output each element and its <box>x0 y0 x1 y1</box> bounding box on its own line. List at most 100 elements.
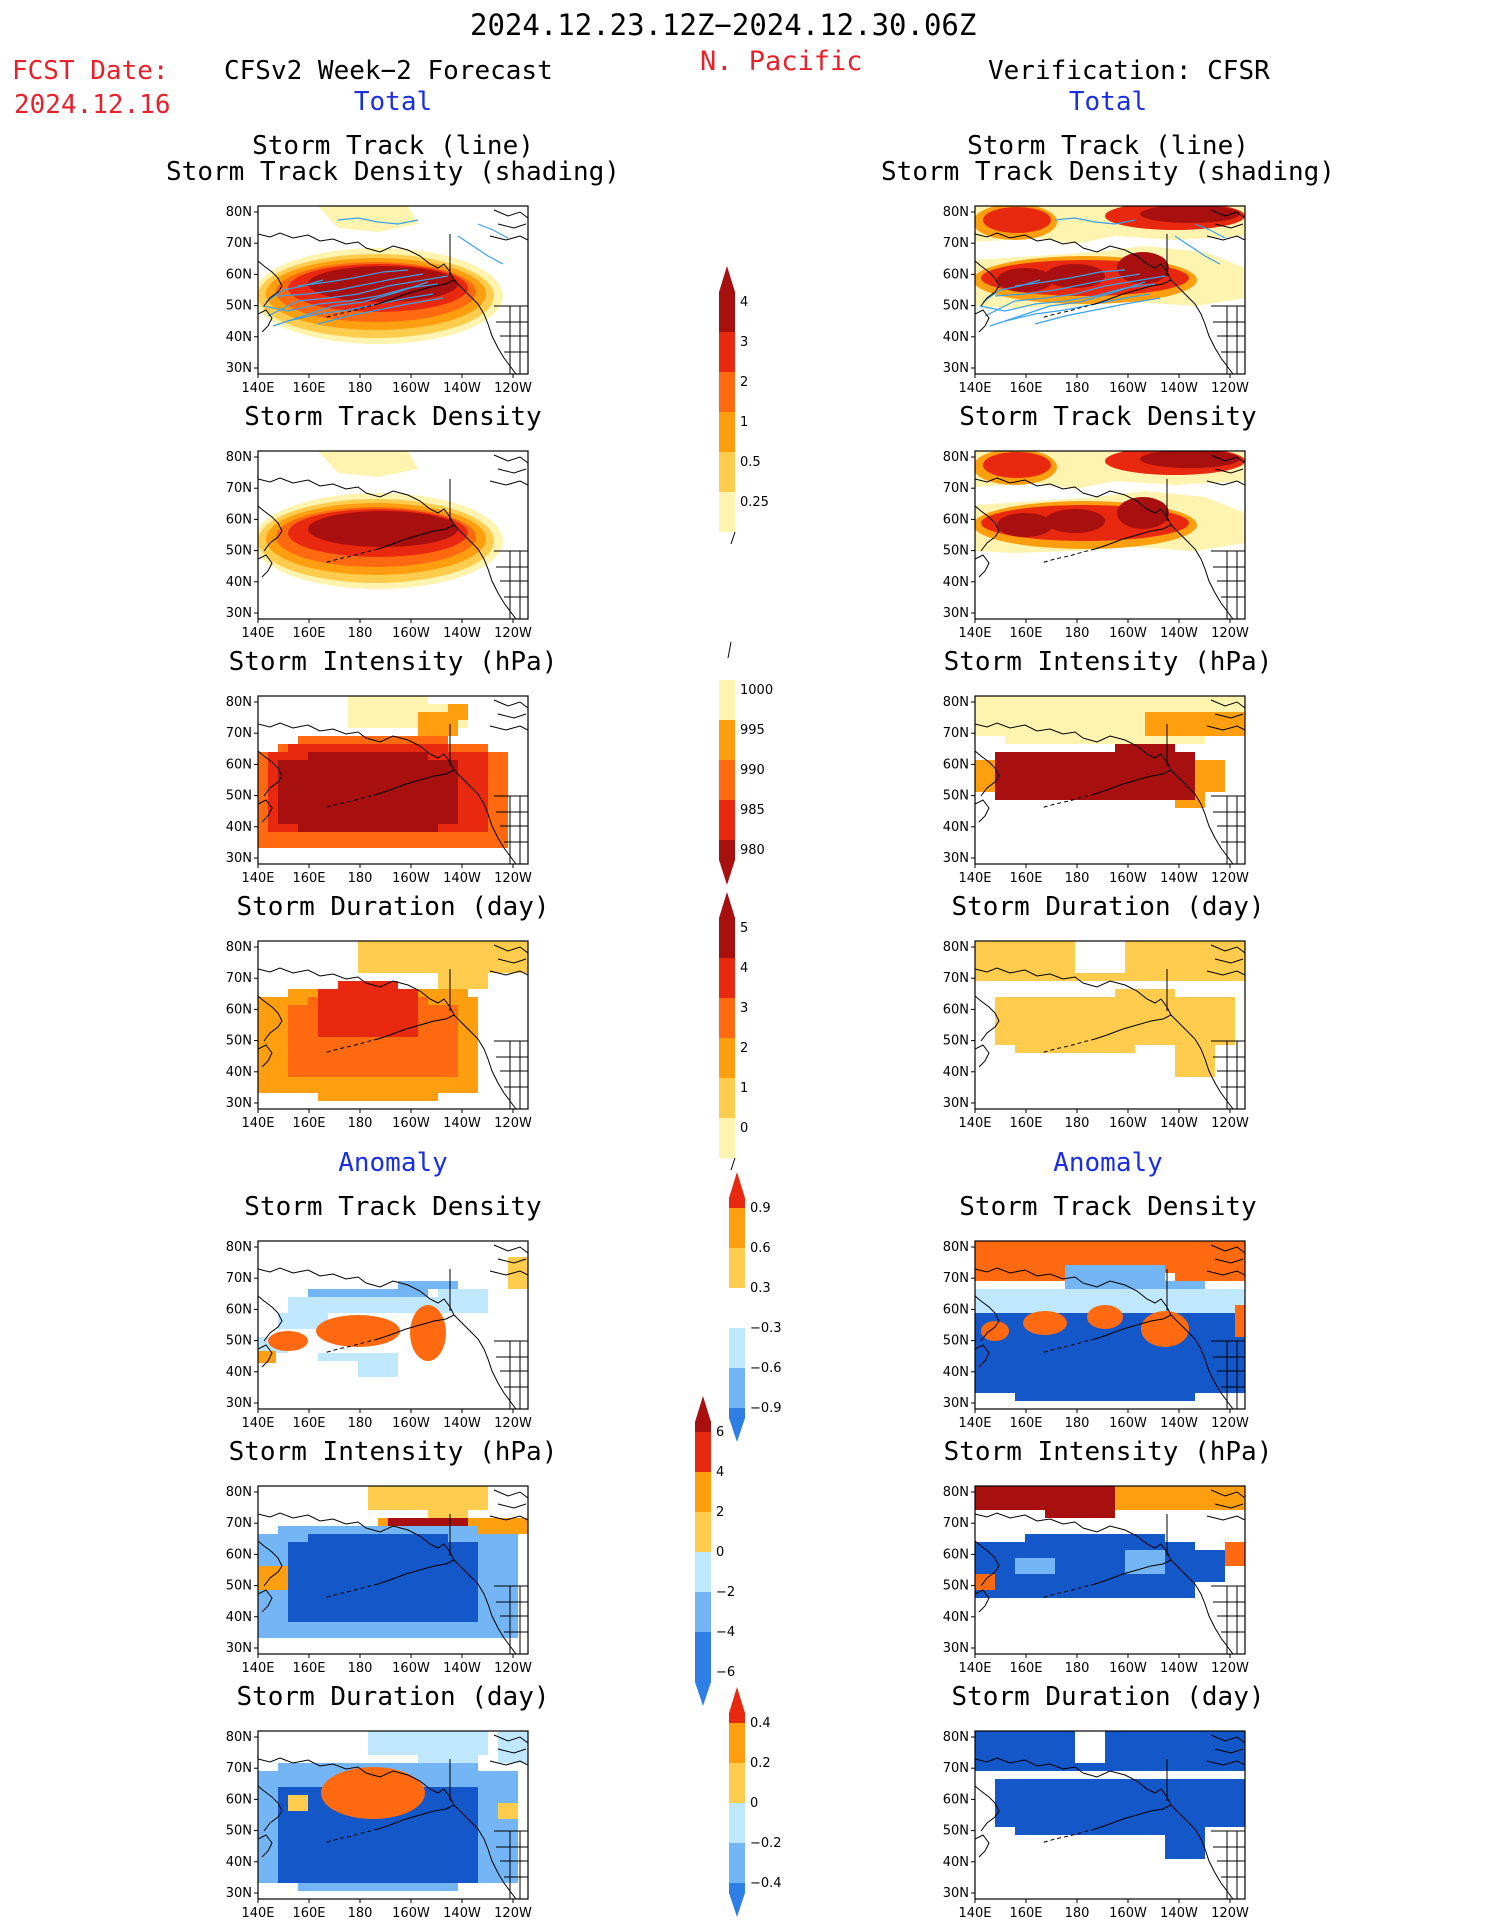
shade-cell <box>1045 1510 1115 1518</box>
lat-label: 70N <box>943 236 969 251</box>
lat-label: 30N <box>943 1641 969 1656</box>
colorbar-density-anomaly: 0.9 0.6 0.3 −0.3 −0.6 −0.9 <box>729 1172 782 1442</box>
map-content <box>975 206 1245 374</box>
state-borders <box>1211 1340 1245 1409</box>
shade-cell <box>1145 712 1245 736</box>
shade-cell <box>975 760 995 792</box>
shade-cell <box>975 1273 1065 1281</box>
coastline <box>258 1589 273 1613</box>
map-obs-duration-anomaly: 80N 70N 60N 50N 40N 30N 140E 160E 180 160W 140W 120… <box>930 1725 1255 1929</box>
storm-track-line <box>277 273 424 297</box>
lon-label: 160W <box>1109 871 1147 886</box>
lon-label: 140W <box>443 871 481 886</box>
left-p5-title: Storm Track Density <box>244 1192 542 1222</box>
cb-density-anom-l1: 0.6 <box>750 1241 771 1256</box>
coastline <box>1206 454 1245 486</box>
lat-label: 70N <box>943 1761 969 1776</box>
coastline <box>453 1314 517 1409</box>
fcst-date-label: FCST Date: <box>12 56 169 86</box>
lon-label: 180 <box>348 626 373 641</box>
lon-label: 180 <box>348 381 373 396</box>
storm-track-line <box>337 217 419 225</box>
lat-label: 60N <box>943 267 969 282</box>
left-p4-title: Storm Duration (day) <box>236 892 550 922</box>
lat-label: 40N <box>226 330 252 345</box>
coastline <box>489 1489 528 1521</box>
shade-cell <box>448 704 468 720</box>
lat-label: 40N <box>943 1855 969 1870</box>
map-frame <box>974 1730 1246 1900</box>
density-shade-arctic <box>318 206 418 232</box>
lat-label: 80N <box>226 450 252 465</box>
coastline <box>975 1044 990 1068</box>
aleutian-islands <box>1040 1038 1096 1054</box>
lat-label: 60N <box>943 1002 969 1017</box>
left-p2-title: Storm Track Density <box>244 402 542 432</box>
storm-track-line <box>1194 223 1226 239</box>
lon-label: 160E <box>1009 1906 1042 1921</box>
lon-label: 140W <box>1160 381 1198 396</box>
left-p1-title-line: Storm Track (line) <box>252 131 534 161</box>
coastline <box>453 1804 517 1899</box>
shade-cell <box>298 1883 458 1891</box>
right-p4-title: Storm Duration (day) <box>951 892 1265 922</box>
lon-label: 140E <box>958 1661 991 1676</box>
lon-label: 120W <box>1211 1116 1249 1131</box>
lon-label: 180 <box>348 871 373 886</box>
map-svg: 80N 70N 60N 50N 40N 30N 140E 160E 180 160W 140W 120… <box>943 940 1249 1131</box>
shade-cell <box>1175 1273 1245 1281</box>
coastline <box>258 1044 273 1068</box>
cb-intensity-anom-l0: 6 <box>716 1425 724 1440</box>
map-svg: 80N 70N 60N 50N 40N 30N 140E 160E 180 160W 140W 120… <box>226 1730 532 1921</box>
lon-label: 160E <box>1009 1116 1042 1131</box>
coastline <box>365 1770 455 1830</box>
cb-density-anom-l0: 0.9 <box>750 1201 771 1216</box>
cb-density-l1: 3 <box>740 335 748 350</box>
shade-cell <box>1235 1795 1245 1811</box>
lat-label: 50N <box>226 299 252 314</box>
cb-intensity-anom-l4: −2 <box>716 1585 735 1600</box>
lon-label: 160W <box>392 1416 430 1431</box>
lon-label: 120W <box>494 626 532 641</box>
cb-duration-anom-l3: −0.2 <box>750 1836 782 1851</box>
coastline <box>975 260 1000 307</box>
right-p5-title: Storm Track Density <box>959 1192 1257 1222</box>
lon-label: 160W <box>1109 1661 1147 1676</box>
cb-intensity-l0: 1000 <box>740 683 773 698</box>
lon-label: 160E <box>292 381 325 396</box>
cb-density-anom-l4: −0.6 <box>750 1361 782 1376</box>
map-frame <box>257 450 529 620</box>
coastline <box>1082 980 1172 1040</box>
storm-track-line <box>272 281 429 327</box>
lon-label: 160E <box>1009 1661 1042 1676</box>
coastline <box>258 799 273 823</box>
lon-label: 140E <box>958 381 991 396</box>
lat-label: 50N <box>226 1334 252 1349</box>
lat-label: 40N <box>226 1365 252 1380</box>
cb-duration-anom-l2: 0 <box>750 1796 758 1811</box>
coastline <box>365 1280 455 1340</box>
coastline <box>453 279 517 374</box>
lat-label: 80N <box>943 1240 969 1255</box>
left-total-label: Total <box>353 87 433 117</box>
lon-label: 160W <box>1109 1906 1147 1921</box>
storm-track-line <box>297 269 409 287</box>
coastline <box>258 995 283 1042</box>
shade-cell <box>1165 1827 1205 1859</box>
lon-label: 140E <box>241 381 274 396</box>
lat-label: 70N <box>226 236 252 251</box>
cb-intensity-anom-l3: 0 <box>716 1545 724 1560</box>
coastline <box>1170 1559 1234 1654</box>
lon-label: 120W <box>1211 626 1249 641</box>
aleutian-islands <box>323 303 379 319</box>
anomaly-positive <box>1141 1311 1189 1347</box>
coastline <box>453 524 517 619</box>
coastline <box>258 967 367 984</box>
lon-label: 160E <box>292 1906 325 1921</box>
right-anomaly-label: Anomaly <box>1053 1148 1163 1178</box>
lat-label: 50N <box>943 789 969 804</box>
lon-label: 160E <box>292 871 325 886</box>
lat-label: 60N <box>226 267 252 282</box>
colorbar-intensity: 1000 995 990 985 980 <box>719 641 773 885</box>
shade-cell <box>318 1093 438 1101</box>
